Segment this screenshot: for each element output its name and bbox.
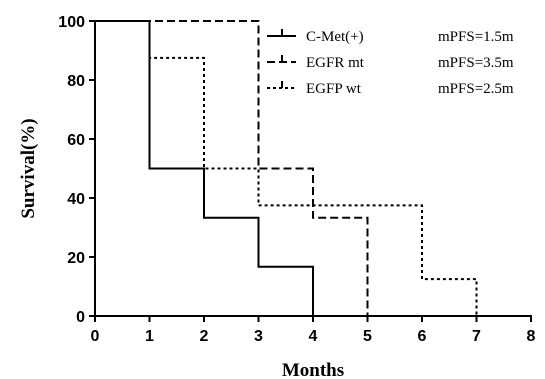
x-tick-label: 7 — [472, 328, 481, 345]
y-tick-label: 40 — [67, 191, 85, 208]
legend-mpfs-3: mPFS=2.5m — [438, 81, 514, 97]
x-tick-label: 8 — [527, 328, 536, 345]
y-tick-label: 100 — [58, 14, 85, 31]
y-tick-label: 20 — [67, 250, 85, 267]
series-line-2 — [95, 20, 369, 316]
legend-label-3: EGFP wt — [306, 81, 362, 97]
legend: C-Met(+) mPFS=1.5m EGFR mt mPFS=3.5m EGFP wt… — [267, 29, 514, 97]
legend-mpfs-2: mPFS=3.5m — [438, 55, 514, 71]
y-tick-label: 0 — [76, 309, 85, 326]
y-tick-label: 80 — [67, 73, 85, 90]
y-ticks: 0 20 40 60 80 100 — [58, 14, 95, 326]
x-tick-label: 3 — [254, 328, 263, 345]
x-tick-label: 2 — [200, 328, 209, 345]
series-layer — [95, 20, 478, 316]
x-tick-label: 6 — [418, 328, 427, 345]
legend-mpfs-1: mPFS=1.5m — [438, 29, 514, 45]
y-axis-title: Survival(%) — [18, 118, 39, 218]
x-ticks: 0 1 2 3 4 5 6 7 8 — [91, 316, 536, 345]
series-line-3 — [95, 20, 478, 316]
legend-label-2: EGFR mt — [306, 55, 365, 71]
x-tick-label: 0 — [91, 328, 100, 345]
x-tick-label: 4 — [309, 328, 318, 345]
x-tick-label: 1 — [145, 328, 154, 345]
y-tick-label: 60 — [67, 132, 85, 149]
legend-label-1: C-Met(+) — [306, 29, 364, 45]
x-tick-label: 5 — [363, 328, 372, 345]
series-line-1 — [95, 20, 314, 316]
x-axis-title: Months — [282, 360, 344, 379]
